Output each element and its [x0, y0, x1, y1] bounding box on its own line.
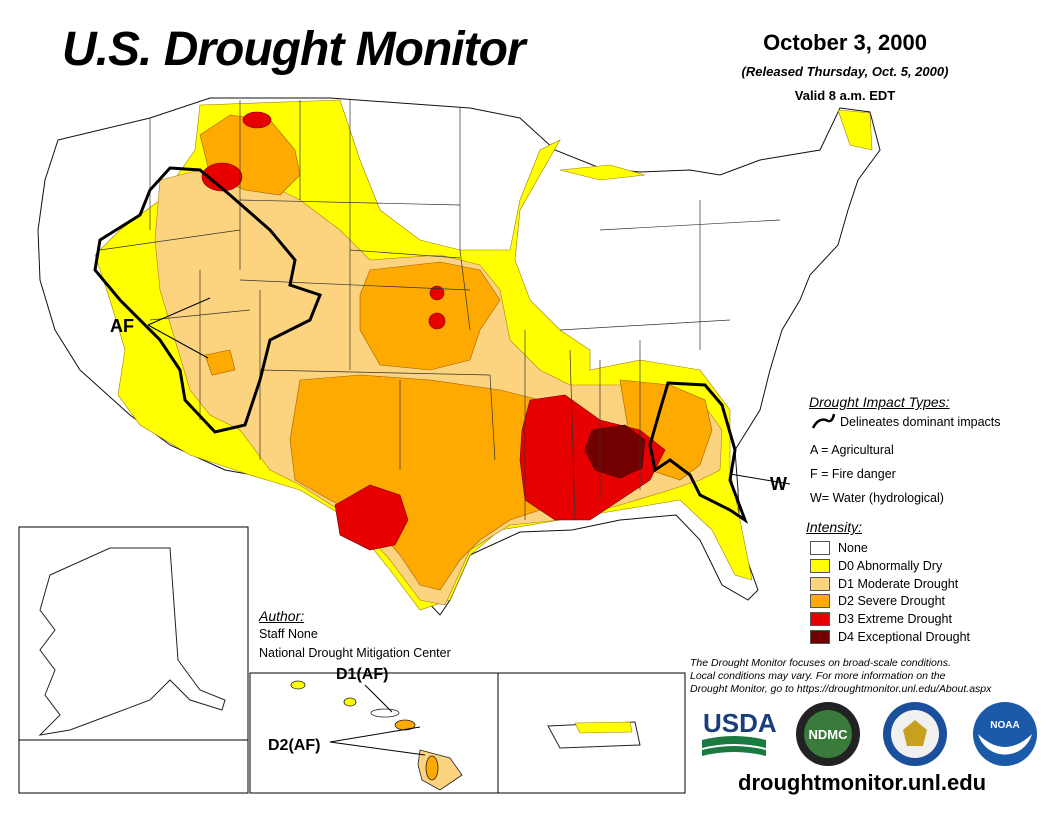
author-org: National Drought Mitigation Center	[259, 646, 451, 660]
legend-label: D2 Severe Drought	[838, 594, 946, 608]
map-date: October 3, 2000	[763, 30, 927, 55]
legend-swatch	[810, 630, 830, 644]
af-label: AF	[110, 316, 134, 336]
alaska-shape	[38, 547, 226, 736]
author-heading: Author:	[259, 608, 305, 624]
w-pointer	[729, 473, 791, 485]
valid-time: Valid 8 a.m. EDT	[794, 88, 896, 103]
page-title: U.S. Drought Monitor	[62, 23, 526, 76]
impact-boundaries	[93, 166, 749, 524]
d2-regions	[199, 114, 713, 591]
legend-label: D1 Moderate Drought	[838, 577, 959, 591]
legend-row-d1: D1 Moderate Drought	[810, 576, 958, 592]
impact-delineates-label: Delineates dominant impacts	[840, 415, 1001, 429]
legend-row-d4: D4 Exceptional Drought	[810, 629, 970, 645]
noaa-logo: NOAA	[973, 702, 1037, 766]
svg-text:NOAA: NOAA	[990, 720, 1019, 731]
impact-types-heading: Drought Impact Types:	[809, 394, 950, 410]
release-date: (Released Thursday, Oct. 5, 2000)	[741, 64, 949, 79]
impact-line-sample	[811, 413, 836, 429]
svg-text:USDA: USDA	[703, 708, 777, 738]
af-pointer	[147, 297, 211, 326]
legend-swatch	[810, 559, 830, 573]
commerce-seal-icon	[883, 702, 947, 766]
intensity-heading: Intensity:	[806, 519, 863, 535]
legend-row-d2: D2 Severe Drought	[810, 593, 945, 609]
monitor-note: The Drought Monitor focuses on broad-sca…	[690, 657, 1040, 696]
legend-row-d3: D3 Extreme Drought	[810, 611, 952, 627]
ndmc-logo: NDMC	[796, 702, 860, 766]
legend-label: D3 Extreme Drought	[838, 612, 952, 626]
legend-swatch	[810, 612, 830, 626]
impact-item-fire: F = Fire danger	[810, 467, 896, 481]
note-line: The Drought Monitor focuses on broad-sca…	[690, 657, 951, 669]
author-name: Staff None	[259, 627, 318, 641]
legend-label: D0 Abnormally Dry	[838, 559, 943, 573]
hawaii-islands	[290, 680, 463, 791]
site-url[interactable]: droughtmonitor.unl.edu	[738, 770, 987, 795]
legend-swatch	[810, 541, 830, 555]
legend-swatch	[810, 594, 830, 608]
hawaii-d1-label: D1(AF)	[336, 666, 389, 683]
agency-logos: USDA NDMC NOAA	[702, 702, 1037, 766]
legend-swatch	[810, 577, 830, 591]
impact-item-water: W= Water (hydrological)	[810, 491, 944, 505]
impact-item-agricultural: A = Agricultural	[810, 443, 894, 457]
usda-logo: USDA	[702, 708, 777, 756]
af-pointer-2	[147, 324, 209, 359]
hawaii-d2-label: D2(AF)	[268, 737, 321, 754]
note-line: Local conditions may vary. For more info…	[690, 670, 946, 682]
state-boundaries	[99, 100, 781, 521]
w-label: W	[770, 474, 787, 494]
legend-row-d0: D0 Abnormally Dry	[810, 558, 942, 574]
svg-text:NDMC: NDMC	[809, 727, 849, 742]
legend-label: None	[838, 541, 868, 555]
note-line: Drought Monitor, go to https://droughtmo…	[690, 683, 992, 695]
legend-row-none: None	[810, 540, 868, 556]
legend-label: D4 Exceptional Drought	[838, 630, 971, 644]
